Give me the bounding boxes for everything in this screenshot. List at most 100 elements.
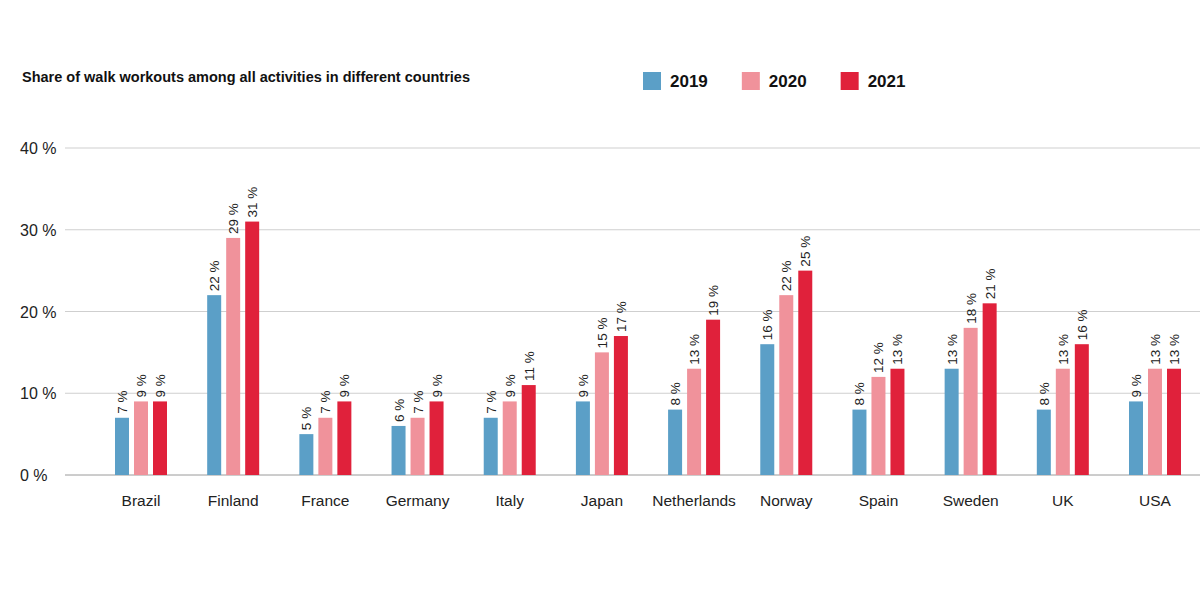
data-label: 13 % — [890, 334, 905, 365]
y-tick-label: 20 % — [20, 304, 56, 321]
bar — [1129, 401, 1143, 475]
data-label: 8 % — [1037, 382, 1052, 405]
data-label: 12 % — [871, 342, 886, 373]
data-label: 8 % — [668, 382, 683, 405]
x-tick-label: Sweden — [943, 492, 999, 509]
bar — [337, 401, 351, 475]
bar — [226, 238, 240, 475]
bar — [484, 418, 498, 475]
bar — [207, 295, 221, 475]
x-tick-label: Finland — [208, 492, 259, 509]
bar — [576, 401, 590, 475]
data-label: 25 % — [798, 236, 813, 267]
bar — [614, 336, 628, 475]
bar — [1167, 369, 1181, 475]
bar — [595, 352, 609, 475]
data-label: 9 % — [1129, 374, 1144, 397]
data-label: 17 % — [614, 301, 629, 332]
bar — [983, 303, 997, 475]
data-label: 22 % — [779, 260, 794, 291]
data-label: 19 % — [706, 285, 721, 316]
grid — [65, 148, 1200, 475]
data-label: 13 % — [1167, 334, 1182, 365]
x-tick-label: France — [301, 492, 349, 509]
bar — [779, 295, 793, 475]
legend-swatch — [841, 72, 859, 90]
legend-label: 2020 — [769, 72, 807, 91]
data-label: 9 % — [337, 374, 352, 397]
data-label: 8 % — [852, 382, 867, 405]
grid-line — [65, 148, 1200, 149]
bar — [245, 222, 259, 475]
x-tick-label: Japan — [581, 492, 623, 509]
data-label: 9 % — [153, 374, 168, 397]
bar — [852, 410, 866, 475]
data-label: 16 % — [760, 309, 775, 340]
title: Share of walk workouts among all activit… — [22, 69, 470, 85]
data-label: 9 % — [134, 374, 149, 397]
data-label: 21 % — [983, 269, 998, 300]
data-label: 16 % — [1075, 309, 1090, 340]
bar — [1148, 369, 1162, 475]
y-tick-label: 30 % — [20, 222, 56, 239]
bar — [522, 385, 536, 475]
bar — [871, 377, 885, 475]
bar — [760, 344, 774, 475]
legend-label: 2019 — [670, 72, 708, 91]
data-label: 11 % — [522, 351, 537, 381]
legend-swatch — [742, 72, 760, 90]
y-tick-label: 10 % — [20, 385, 56, 402]
bar — [115, 418, 129, 475]
bar — [668, 410, 682, 475]
data-label: 13 % — [1148, 334, 1163, 365]
chart: Share of walk workouts among all activit… — [0, 0, 1200, 594]
x-tick-label: UK — [1052, 492, 1074, 509]
bar — [945, 369, 959, 475]
x-tick-label: Norway — [760, 492, 813, 509]
bars — [115, 222, 1181, 475]
data-label: 13 % — [945, 334, 960, 365]
bar — [299, 434, 313, 475]
data-label: 7 % — [115, 391, 130, 414]
data-label: 22 % — [207, 260, 222, 291]
data-label: 9 % — [503, 374, 518, 397]
data-label: 9 % — [430, 374, 445, 397]
x-tick-label: USA — [1139, 492, 1172, 509]
data-label: 13 % — [1056, 334, 1071, 365]
y-tick-label: 0 % — [20, 467, 48, 484]
data-labels: 7 % 9 % 9 % 22 % 29 % 31 % 5 % 7 % 9 % 6 % 7 % 9 % 7… — [115, 187, 1182, 430]
y-tick-label: 40 % — [20, 140, 56, 157]
bar — [411, 418, 425, 475]
data-label: 7 % — [484, 391, 499, 414]
bar — [503, 401, 517, 475]
bar — [153, 401, 167, 475]
data-label: 7 % — [411, 391, 426, 414]
bar — [706, 320, 720, 475]
legend: 2019 2020 2021 — [643, 72, 905, 91]
bar — [1037, 410, 1051, 475]
x-tick-label: Italy — [496, 492, 525, 509]
data-label: 9 % — [576, 374, 591, 397]
data-label: 7 % — [318, 391, 333, 414]
bar — [1075, 344, 1089, 475]
bar — [687, 369, 701, 475]
legend-label: 2021 — [868, 72, 906, 91]
bar — [430, 401, 444, 475]
bar — [134, 401, 148, 475]
bar — [318, 418, 332, 475]
x-tick-label: Germany — [386, 492, 450, 509]
data-label: 5 % — [299, 407, 314, 430]
data-label: 18 % — [964, 293, 979, 324]
bar — [798, 271, 812, 475]
bar — [392, 426, 406, 475]
data-label: 31 % — [245, 187, 260, 218]
legend-swatch — [643, 72, 661, 90]
data-label: 15 % — [595, 318, 610, 349]
bar — [964, 328, 978, 475]
bar — [1056, 369, 1070, 475]
x-tick-label: Spain — [859, 492, 899, 509]
data-label: 6 % — [392, 399, 407, 422]
bar — [890, 369, 904, 475]
x-tick-label: Netherlands — [652, 492, 736, 509]
data-label: 29 % — [226, 203, 241, 234]
